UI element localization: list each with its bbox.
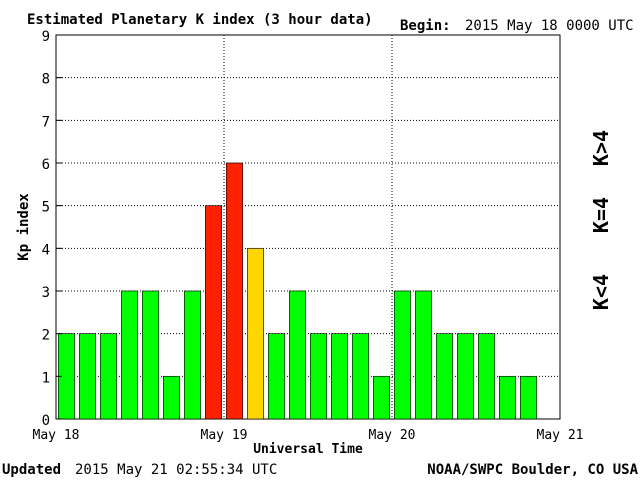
y-tick-label: 7 [42, 114, 50, 130]
x-tick-label: May 20 [369, 428, 416, 443]
kp-bar [436, 333, 453, 420]
grid-lines [56, 35, 560, 419]
chart-title: Estimated Planetary K index (3 hour data… [27, 12, 373, 28]
kp-bar [121, 290, 138, 420]
kp-bar [457, 333, 474, 420]
y-tick-label: 8 [42, 72, 50, 88]
kp-bar [268, 333, 285, 420]
kp-bar [142, 290, 159, 420]
begin-label: Begin: [400, 18, 451, 34]
y-axis-label: Kp index [16, 193, 32, 261]
y-tick-label: 1 [42, 370, 50, 386]
kp-bar [499, 376, 516, 420]
kp-bar [415, 290, 432, 420]
kp-bar [478, 333, 495, 420]
kp-bar [184, 290, 201, 420]
y-tick-label: 9 [42, 29, 50, 45]
y-tick-label: 5 [42, 200, 50, 216]
updated-value: 2015 May 21 02:55:34 UTC [75, 462, 277, 478]
legend-below: K<4 [589, 274, 613, 310]
kp-bar [394, 290, 411, 420]
kp-bar [79, 333, 96, 420]
y-tick-label: 3 [42, 285, 50, 301]
legend-equal: K=4 [589, 197, 613, 233]
source-credit: NOAA/SWPC Boulder, CO USA [427, 462, 638, 478]
kp-bar [289, 290, 306, 420]
kp-bar [226, 162, 243, 420]
x-axis: May 18 May 19 May 20 May 21 [33, 428, 584, 443]
kp-bar [520, 376, 537, 420]
kp-bar [373, 376, 390, 420]
legend-above: K>4 [589, 130, 613, 166]
y-axis: 0 1 2 3 4 5 6 7 8 9 [42, 29, 62, 429]
y-tick-label: 4 [42, 242, 50, 258]
bars-group [58, 162, 537, 420]
plot-area [55, 34, 561, 420]
y-tick-label: 6 [42, 157, 50, 173]
kp-bar [331, 333, 348, 420]
kp-bar [310, 333, 327, 420]
y-tick-label: 2 [42, 328, 50, 344]
x-tick-label: May 18 [33, 428, 80, 443]
y-tick-label: 0 [42, 413, 50, 429]
kp-bar [247, 248, 264, 420]
kp-bar [163, 376, 180, 420]
kp-bar [352, 333, 369, 420]
updated-label: Updated [2, 462, 61, 478]
x-axis-label: Universal Time [253, 442, 363, 457]
begin-value: 2015 May 18 0000 UTC [465, 18, 634, 34]
kp-bar [205, 205, 222, 420]
x-tick-label: May 21 [537, 428, 584, 443]
x-tick-label: May 19 [201, 428, 248, 443]
kp-bar [100, 333, 117, 420]
